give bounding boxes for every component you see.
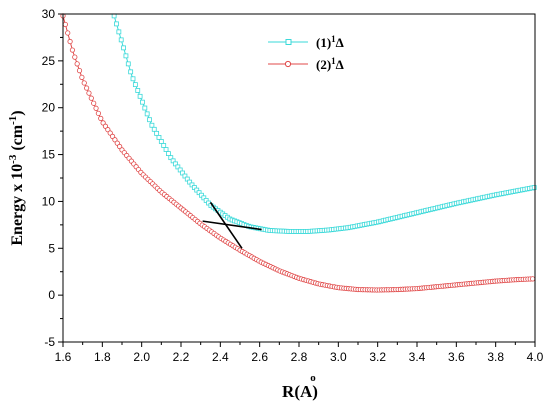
series-point <box>163 147 169 152</box>
series-point <box>161 143 167 148</box>
y-tick-label: 25 <box>42 54 56 68</box>
series-point <box>72 54 78 60</box>
series-point <box>69 47 76 53</box>
series-point <box>74 61 80 67</box>
y-axis-title-part-1: Energy x 10 <box>9 164 26 246</box>
series-point <box>531 185 537 190</box>
series-point <box>132 82 138 88</box>
series-point <box>137 93 143 99</box>
x-tick-label: 1.6 <box>55 350 72 364</box>
axes: 1.6 1.8 2.0 2.2 2.4 2.6 2.8 3.0 3.2 3.4 3.6 3.8 4.0 -… <box>42 7 544 364</box>
series-point <box>79 74 85 80</box>
crossing-line <box>209 201 243 249</box>
series-point <box>116 29 122 35</box>
series-point <box>118 37 124 43</box>
x-tick-label: 1.8 <box>94 350 111 364</box>
x-axis-title-close: ) <box>312 382 318 401</box>
legend-item-2: (2)1Δ <box>268 56 344 72</box>
x-tick-label: 2.0 <box>133 350 150 364</box>
series-point <box>156 135 162 140</box>
series-point <box>65 30 71 36</box>
series-point <box>154 130 160 136</box>
y-tick-label: 0 <box>48 288 55 302</box>
series-point <box>84 85 90 91</box>
legend-item-1: (1)1Δ <box>268 34 344 50</box>
x-tick-label: 3.6 <box>448 350 465 364</box>
series-point <box>98 115 104 121</box>
y-tick-label: 10 <box>42 194 56 208</box>
series-1 <box>111 13 537 234</box>
x-tick-label: 2.4 <box>212 350 229 364</box>
series-point <box>81 80 87 86</box>
series-point <box>95 110 102 116</box>
series-point <box>125 61 131 67</box>
series-point <box>121 45 126 51</box>
annotation-layer <box>202 201 262 249</box>
x-tick-label: 4.0 <box>527 350 544 364</box>
series-point <box>91 100 97 106</box>
series-point <box>144 111 150 117</box>
legend-marker <box>284 60 292 68</box>
y-tick-label: 15 <box>42 148 56 162</box>
series-2 <box>60 13 536 293</box>
y-tick-label: -5 <box>44 335 55 349</box>
series-point <box>86 90 92 96</box>
series-point <box>76 68 83 74</box>
series-point <box>130 76 136 82</box>
series-point <box>128 69 134 75</box>
series-point <box>147 117 152 123</box>
legend-label: (1)1Δ <box>316 34 344 50</box>
x-tick-label: 3.8 <box>487 350 504 364</box>
x-axis-title-ring: o <box>310 372 316 384</box>
series-point <box>166 151 171 156</box>
series-point <box>530 276 536 282</box>
y-tick-label: 30 <box>42 7 56 21</box>
series-point <box>67 38 73 45</box>
series-layer <box>60 13 537 293</box>
x-tick-label: 3.2 <box>369 350 386 364</box>
x-tick-label: 2.2 <box>173 350 190 364</box>
series-point <box>142 105 148 111</box>
y-tick-label: 5 <box>48 241 55 255</box>
x-axis-title: R(A) <box>282 382 318 401</box>
legend-label: (2)1Δ <box>316 56 344 72</box>
series-point <box>135 88 141 93</box>
x-axis-title-main: R( <box>282 382 300 401</box>
y-axis-title-sup-1: -3 <box>7 154 19 164</box>
series-point <box>158 139 164 144</box>
x-tick-label: 2.8 <box>291 350 308 364</box>
y-tick-label: 20 <box>42 101 56 115</box>
y-axis-title: Energy x 10-3 (cm-1) <box>7 110 26 245</box>
crossing-line <box>202 220 262 231</box>
series-point <box>88 95 94 101</box>
series-point <box>62 21 68 28</box>
y-axis-title-part-3: ) <box>9 110 26 115</box>
series-point <box>93 105 99 111</box>
series-point <box>151 126 157 132</box>
x-tick-label: 3.0 <box>330 350 347 364</box>
x-tick-label: 2.6 <box>251 350 268 364</box>
y-axis-title-part-2: (cm <box>9 124 26 154</box>
legend: (1)1Δ (2)1Δ <box>268 34 344 72</box>
x-tick-label: 3.4 <box>409 350 426 364</box>
series-point <box>140 99 145 105</box>
y-axis-title-sup-2: -1 <box>7 116 19 125</box>
x-axis-title-unit: A <box>300 382 313 401</box>
series-line <box>62 15 536 291</box>
series-point <box>123 53 129 59</box>
series-point <box>149 122 155 128</box>
series-point <box>114 21 119 27</box>
legend-marker <box>285 39 292 45</box>
plot-frame <box>62 13 536 343</box>
